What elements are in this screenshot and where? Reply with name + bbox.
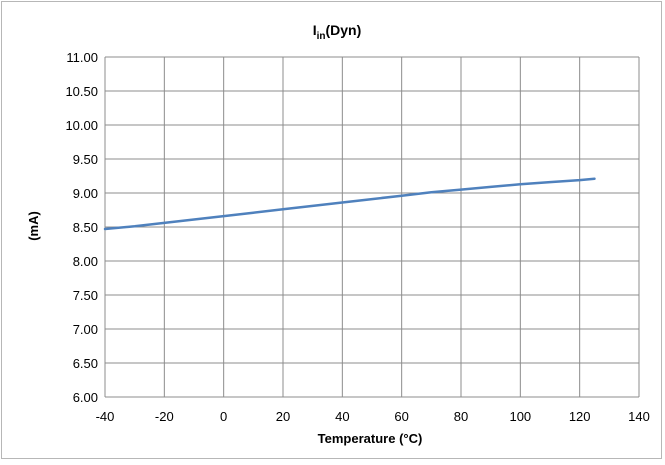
chart-title: Iin(Dyn) (313, 22, 362, 42)
series-layer (103, 177, 596, 231)
x-axis-title: Temperature (°C) (318, 431, 423, 446)
x-tick-label: 20 (276, 409, 290, 424)
y-tick-label: 10.50 (65, 84, 98, 99)
title-suffix: (Dyn) (326, 22, 362, 38)
y-tick-label: 11.00 (66, 50, 98, 65)
x-tick-label: 100 (509, 409, 531, 424)
y-tick-label: 9.50 (73, 152, 98, 167)
x-tick-label: 0 (220, 409, 227, 424)
y-axis-title: (mA) (26, 211, 41, 241)
x-tick-label: 80 (454, 409, 468, 424)
x-tick-label: 40 (335, 409, 349, 424)
line-chart: -40 -20 0 20 40 60 80 100 120 140 6.00 6.50 7.00 7.5… (26, 22, 650, 446)
chart-frame: -40 -20 0 20 40 60 80 100 120 140 6.00 6.50 7.00 7.5… (1, 1, 662, 459)
title-subscript: in (317, 31, 326, 42)
x-tick-label: -40 (96, 409, 115, 424)
y-tick-label: 10.00 (65, 118, 98, 133)
y-axis-ticks: 6.00 6.50 7.00 7.50 8.00 8.50 9.00 9.50 10.00 10.… (65, 50, 98, 405)
y-tick-label: 6.50 (73, 356, 98, 371)
x-tick-label: 140 (628, 409, 650, 424)
x-tick-label: -20 (155, 409, 174, 424)
y-tick-label: 8.50 (73, 220, 98, 235)
gridlines (104, 56, 640, 398)
series-line (103, 177, 596, 231)
y-tick-label: 7.50 (73, 288, 98, 303)
y-tick-label: 8.00 (73, 254, 98, 269)
y-tick-label: 6.00 (73, 390, 98, 405)
y-tick-label: 7.00 (73, 322, 98, 337)
x-axis-ticks: -40 -20 0 20 40 60 80 100 120 140 (96, 409, 650, 424)
title-main: I (313, 22, 317, 38)
y-tick-label: 9.00 (73, 186, 98, 201)
x-tick-label: 120 (569, 409, 591, 424)
x-tick-label: 60 (394, 409, 408, 424)
